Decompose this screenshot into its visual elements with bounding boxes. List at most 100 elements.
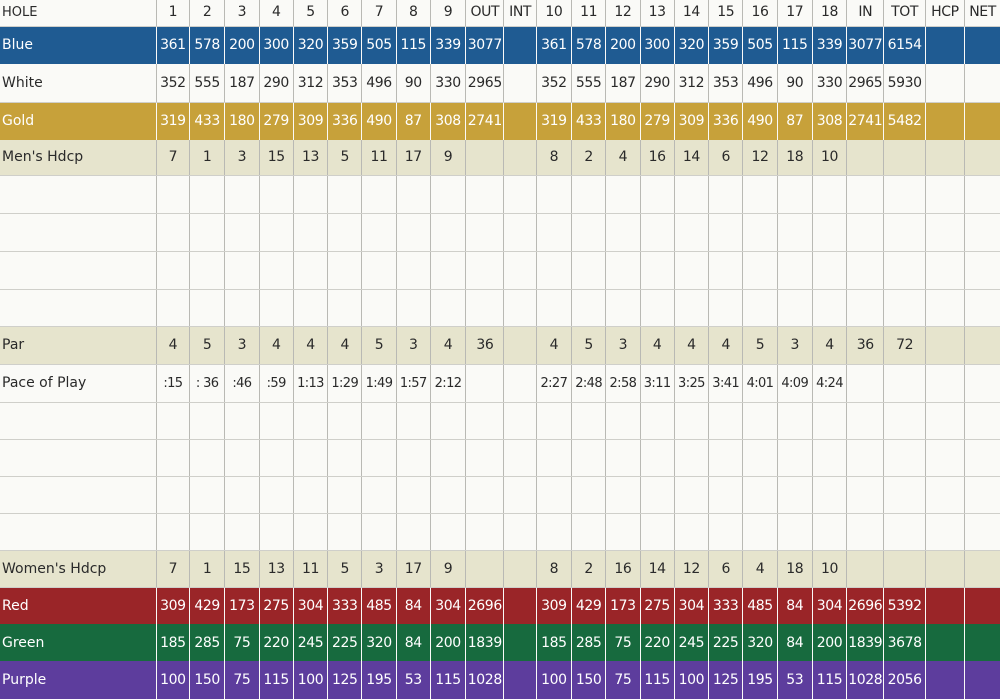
cell-8[interactable] <box>395 213 431 252</box>
cell-14[interactable] <box>673 439 709 477</box>
cell-in[interactable] <box>846 213 884 252</box>
cell-5[interactable] <box>292 513 328 551</box>
cell-6[interactable] <box>327 513 362 551</box>
cell-tot[interactable] <box>883 213 926 252</box>
cell-9[interactable] <box>429 476 466 514</box>
cell-16[interactable] <box>742 439 778 477</box>
cell-14[interactable] <box>673 476 709 514</box>
cell-15[interactable] <box>708 289 743 327</box>
cell-net[interactable] <box>964 175 1000 214</box>
cell-15[interactable] <box>708 251 743 290</box>
cell-7[interactable] <box>361 251 397 290</box>
cell-tot[interactable] <box>883 289 926 327</box>
cell-15[interactable] <box>708 402 743 440</box>
cell-7[interactable] <box>361 476 397 514</box>
cell-2[interactable] <box>189 213 225 252</box>
cell-2[interactable] <box>189 476 225 514</box>
cell-1[interactable] <box>155 175 190 214</box>
cell-9[interactable] <box>429 402 466 440</box>
cell-11[interactable] <box>570 251 606 290</box>
cell-int[interactable] <box>503 213 537 252</box>
cell-net[interactable] <box>964 289 1000 327</box>
cell-5[interactable] <box>292 175 328 214</box>
cell-hcp[interactable] <box>924 289 965 327</box>
cell-16[interactable] <box>742 251 778 290</box>
cell-11[interactable] <box>570 213 606 252</box>
cell-4[interactable] <box>258 289 294 327</box>
cell-hcp[interactable] <box>924 439 965 477</box>
cell-3[interactable] <box>224 289 260 327</box>
cell-16[interactable] <box>742 476 778 514</box>
cell-12[interactable] <box>605 251 641 290</box>
cell-7[interactable] <box>361 175 397 214</box>
cell-out[interactable] <box>465 476 504 514</box>
cell-out[interactable] <box>465 175 504 214</box>
cell-12[interactable] <box>605 175 641 214</box>
cell-16[interactable] <box>742 289 778 327</box>
cell-16[interactable] <box>742 213 778 252</box>
cell-4[interactable] <box>258 175 294 214</box>
cell-3[interactable] <box>224 251 260 290</box>
cell-6[interactable] <box>327 289 362 327</box>
cell-1[interactable] <box>155 251 190 290</box>
cell-15[interactable] <box>708 476 743 514</box>
cell-tot[interactable] <box>883 251 926 290</box>
cell-11[interactable] <box>570 402 606 440</box>
cell-11[interactable] <box>570 513 606 551</box>
cell-net[interactable] <box>964 213 1000 252</box>
cell-3[interactable] <box>224 439 260 477</box>
cell-in[interactable] <box>846 175 884 214</box>
cell-10[interactable] <box>535 213 572 252</box>
cell-in[interactable] <box>846 289 884 327</box>
cell-14[interactable] <box>673 289 709 327</box>
cell-9[interactable] <box>429 439 466 477</box>
cell-16[interactable] <box>742 513 778 551</box>
cell-15[interactable] <box>708 439 743 477</box>
cell-17[interactable] <box>776 513 813 551</box>
cell-8[interactable] <box>395 439 431 477</box>
cell-int[interactable] <box>503 175 537 214</box>
cell-3[interactable] <box>224 476 260 514</box>
cell-18[interactable] <box>811 402 847 440</box>
cell-out[interactable] <box>465 402 504 440</box>
cell-9[interactable] <box>429 289 466 327</box>
cell-4[interactable] <box>258 402 294 440</box>
cell-6[interactable] <box>327 476 362 514</box>
cell-1[interactable] <box>155 289 190 327</box>
cell-in[interactable] <box>846 251 884 290</box>
cell-1[interactable] <box>155 439 190 477</box>
cell-net[interactable] <box>964 513 1000 551</box>
cell-3[interactable] <box>224 213 260 252</box>
cell-4[interactable] <box>258 439 294 477</box>
cell-2[interactable] <box>189 251 225 290</box>
cell-6[interactable] <box>327 175 362 214</box>
cell-12[interactable] <box>605 476 641 514</box>
cell-5[interactable] <box>292 476 328 514</box>
cell-12[interactable] <box>605 402 641 440</box>
cell-9[interactable] <box>429 175 466 214</box>
cell-3[interactable] <box>224 175 260 214</box>
cell-6[interactable] <box>327 402 362 440</box>
cell-12[interactable] <box>605 213 641 252</box>
cell-2[interactable] <box>189 289 225 327</box>
cell-6[interactable] <box>327 251 362 290</box>
cell-13[interactable] <box>639 513 675 551</box>
cell-15[interactable] <box>708 213 743 252</box>
cell-10[interactable] <box>535 513 572 551</box>
cell-8[interactable] <box>395 251 431 290</box>
cell-2[interactable] <box>189 402 225 440</box>
cell-int[interactable] <box>503 289 537 327</box>
cell-tot[interactable] <box>883 439 926 477</box>
cell-17[interactable] <box>776 213 813 252</box>
cell-4[interactable] <box>258 251 294 290</box>
cell-5[interactable] <box>292 213 328 252</box>
cell-int[interactable] <box>503 402 537 440</box>
cell-tot[interactable] <box>883 402 926 440</box>
cell-9[interactable] <box>429 251 466 290</box>
cell-1[interactable] <box>155 513 190 551</box>
cell-8[interactable] <box>395 175 431 214</box>
cell-in[interactable] <box>846 402 884 440</box>
cell-14[interactable] <box>673 513 709 551</box>
cell-int[interactable] <box>503 251 537 290</box>
cell-5[interactable] <box>292 439 328 477</box>
